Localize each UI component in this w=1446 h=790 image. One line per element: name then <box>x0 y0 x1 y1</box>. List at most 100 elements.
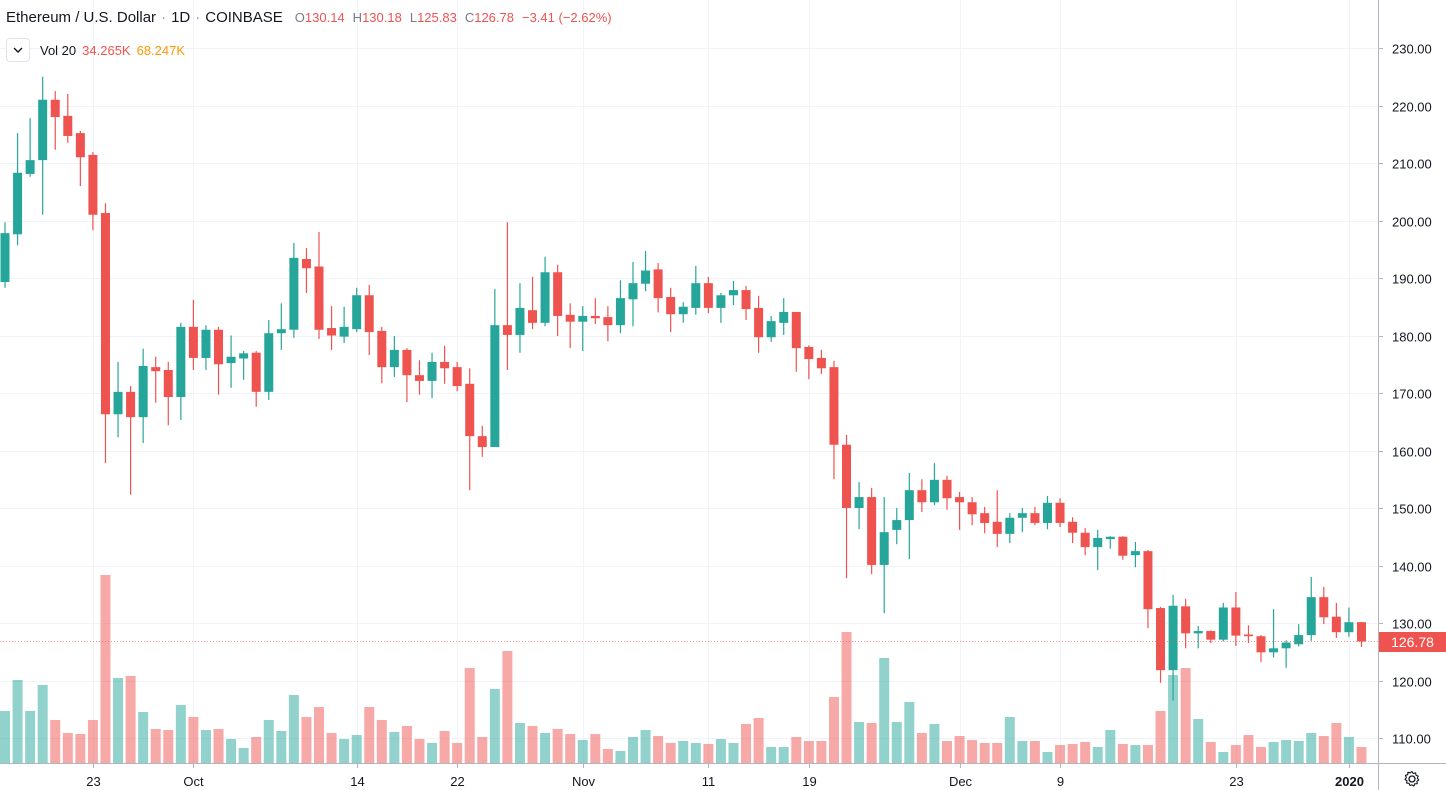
candle-up[interactable] <box>691 265 701 315</box>
candle-down[interactable] <box>1118 536 1128 560</box>
candle-down[interactable] <box>251 351 261 407</box>
candle-down[interactable] <box>1331 602 1341 638</box>
candle-up[interactable] <box>892 508 902 545</box>
interval-label[interactable]: 1D <box>171 9 191 26</box>
candle-down[interactable] <box>502 222 512 370</box>
candle-up[interactable] <box>1218 602 1228 642</box>
candle-down[interactable] <box>314 232 324 339</box>
candle-down[interactable] <box>791 311 801 372</box>
candle-up[interactable] <box>427 352 437 399</box>
candle-down[interactable] <box>528 276 538 330</box>
candle-down[interactable] <box>151 356 161 403</box>
candle-down[interactable] <box>63 94 73 143</box>
candle-up[interactable] <box>1017 508 1027 533</box>
candle-up[interactable] <box>389 336 399 377</box>
candle-down[interactable] <box>741 286 751 320</box>
candle-down[interactable] <box>301 248 311 293</box>
candle-down[interactable] <box>1055 498 1065 527</box>
candle-down[interactable] <box>992 490 1002 548</box>
candle-down[interactable] <box>590 298 600 324</box>
gear-icon[interactable] <box>1402 769 1422 789</box>
candle-up[interactable] <box>1005 513 1015 544</box>
candle-down[interactable] <box>327 306 337 350</box>
candle-up[interactable] <box>201 325 211 370</box>
candle-down[interactable] <box>703 276 713 314</box>
candle-up[interactable] <box>1105 536 1115 549</box>
candle-down[interactable] <box>603 306 613 342</box>
candle-down[interactable] <box>967 497 977 526</box>
candle-up[interactable] <box>641 250 651 292</box>
candle-down[interactable] <box>816 349 826 375</box>
candle-down[interactable] <box>1143 549 1153 629</box>
candle-down[interactable] <box>829 360 839 480</box>
volume-indicator-name[interactable]: Vol 20 <box>40 42 77 58</box>
candle-down[interactable] <box>402 348 412 403</box>
candle-up[interactable] <box>854 482 864 530</box>
candle-down[interactable] <box>1231 591 1241 646</box>
candle-down[interactable] <box>754 295 764 353</box>
candle-up[interactable] <box>929 463 939 506</box>
candle-up[interactable] <box>628 261 638 327</box>
candle-down[interactable] <box>465 368 475 491</box>
candle-up[interactable] <box>1093 529 1103 571</box>
candle-up[interactable] <box>289 242 299 338</box>
candle-up[interactable] <box>1294 624 1304 647</box>
candle-up[interactable] <box>779 298 789 335</box>
candle-down[interactable] <box>842 434 852 579</box>
candle-up[interactable] <box>0 222 10 288</box>
candle-down[interactable] <box>804 345 814 380</box>
candle-down[interactable] <box>867 487 877 575</box>
candle-up[interactable] <box>276 303 286 350</box>
candle-up[interactable] <box>339 306 349 343</box>
candle-down[interactable] <box>1256 635 1266 663</box>
candle-up[interactable] <box>728 280 738 306</box>
candle-down[interactable] <box>377 326 387 384</box>
candle-down[interactable] <box>1080 528 1090 556</box>
candle-down[interactable] <box>1181 598 1191 649</box>
candle-down[interactable] <box>100 203 110 464</box>
candle-down[interactable] <box>75 130 85 186</box>
candle-down[interactable] <box>1030 506 1040 526</box>
candle-up[interactable] <box>13 133 23 246</box>
candle-down[interactable] <box>477 425 487 457</box>
collapse-legend-button[interactable] <box>6 38 30 62</box>
candle-up[interactable] <box>540 256 550 327</box>
candle-down[interactable] <box>980 506 990 534</box>
candle-up[interactable] <box>352 287 362 333</box>
candle-up[interactable] <box>25 118 35 177</box>
candle-down[interactable] <box>1356 621 1366 647</box>
candle-up[interactable] <box>239 351 249 380</box>
candle-down[interactable] <box>1243 625 1253 644</box>
candle-down[interactable] <box>214 326 224 395</box>
candle-up[interactable] <box>1193 625 1203 649</box>
candle-up[interactable] <box>678 302 688 323</box>
candle-down[interactable] <box>188 299 198 370</box>
symbol-title[interactable]: Ethereum / U.S. Dollar <box>6 9 157 26</box>
candle-down[interactable] <box>440 345 450 384</box>
candle-down[interactable] <box>414 360 424 395</box>
candle-up[interactable] <box>38 76 48 215</box>
candle-up[interactable] <box>226 335 236 388</box>
candle-up[interactable] <box>264 319 274 400</box>
candle-up[interactable] <box>1344 607 1354 637</box>
time-axis[interactable]: 23 Oct 14 22 Nov 11 19 Dec 9 23 2020 <box>86 763 1364 789</box>
candle-up[interactable] <box>113 361 123 438</box>
candle-up[interactable] <box>1168 594 1178 701</box>
candle-up[interactable] <box>138 348 148 444</box>
candle-up[interactable] <box>1306 577 1316 641</box>
candle-down[interactable] <box>1206 630 1216 644</box>
candle-down[interactable] <box>88 152 98 231</box>
candle-down[interactable] <box>1156 606 1166 683</box>
candle-down[interactable] <box>50 91 60 150</box>
candle-up[interactable] <box>766 315 776 342</box>
candle-up[interactable] <box>716 292 726 323</box>
candle-down[interactable] <box>955 491 965 530</box>
candle-down[interactable] <box>917 479 927 513</box>
candle-up[interactable] <box>615 280 625 334</box>
candle-up[interactable] <box>490 288 500 448</box>
candle-down[interactable] <box>565 303 575 349</box>
candle-up[interactable] <box>515 283 525 353</box>
candle-down[interactable] <box>126 386 136 495</box>
candle-down[interactable] <box>364 284 374 356</box>
